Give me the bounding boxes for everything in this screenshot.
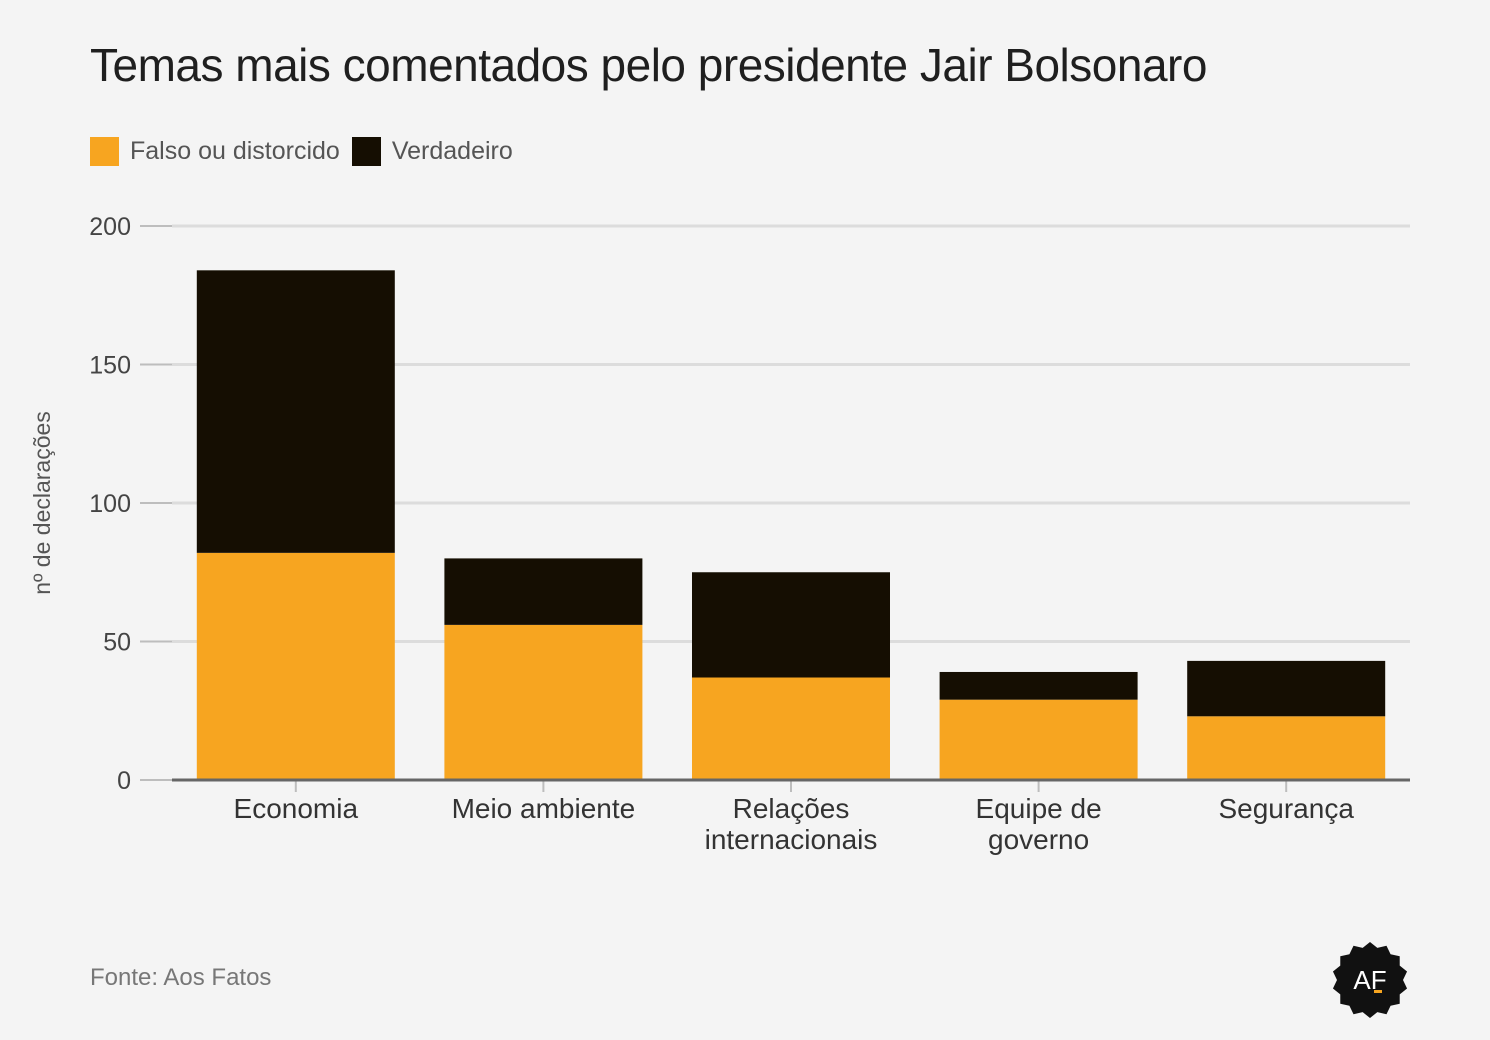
axes: 0 50 100 150 200 Economia Meio ambiente Relaçõe…	[89, 213, 1410, 855]
x-tick-label-line: internacionais	[705, 824, 878, 855]
legend-swatch-verdadeiro	[351, 136, 381, 166]
legend-swatch-falso	[90, 136, 119, 166]
aos-fatos-logo: AF	[1332, 942, 1408, 1018]
legend: Falso ou distorcido Verdadeiro	[90, 136, 525, 166]
x-tick-label-line: Segurança	[1218, 793, 1354, 824]
bar-falso	[444, 624, 643, 780]
x-tick-label-line: Economia	[234, 793, 359, 824]
source-note: Fonte: Aos Fatos	[90, 964, 272, 991]
x-tick-label: Segurança	[1218, 793, 1354, 824]
x-tick-label: Relações internacionais	[705, 793, 878, 855]
bar-falso	[196, 552, 395, 780]
x-tick-label-line: Relações	[733, 793, 850, 824]
y-tick-label: 100	[89, 490, 131, 518]
x-tick-label: Equipe de governo	[976, 793, 1102, 855]
x-tick-label: Economia	[234, 793, 359, 824]
legend-item-falso: Falso ou distorcido	[90, 136, 340, 166]
y-tick-label: 150	[89, 352, 131, 380]
x-tick-label-line: governo	[988, 824, 1089, 855]
chart-title: Temas mais comentados pelo presidente Ja…	[90, 39, 1207, 91]
bar-verdadeiro	[196, 270, 395, 553]
logo-badge-shape	[1332, 942, 1408, 1018]
y-axis-label: nº de declarações	[29, 411, 55, 595]
logo-accent	[1374, 990, 1382, 993]
y-tick-label: 50	[103, 629, 131, 657]
bar-verdadeiro	[1187, 660, 1386, 717]
bar-verdadeiro	[692, 572, 890, 678]
y-tick-label: 200	[89, 213, 131, 241]
x-tick-label-line: Equipe de	[976, 793, 1102, 824]
bar-falso	[692, 677, 890, 780]
bar-falso	[939, 699, 1138, 780]
legend-item-verdadeiro: Verdadeiro	[351, 136, 513, 166]
bar-verdadeiro	[444, 558, 643, 625]
bars	[196, 270, 1386, 780]
x-tick-label-line: Meio ambiente	[452, 793, 636, 824]
bar-verdadeiro	[939, 671, 1138, 700]
legend-label-verdadeiro: Verdadeiro	[391, 136, 513, 165]
x-tick-label: Meio ambiente	[452, 793, 636, 824]
y-tick-label: 0	[117, 767, 131, 795]
legend-label-falso: Falso ou distorcido	[130, 136, 340, 165]
bar-falso	[1187, 716, 1386, 780]
